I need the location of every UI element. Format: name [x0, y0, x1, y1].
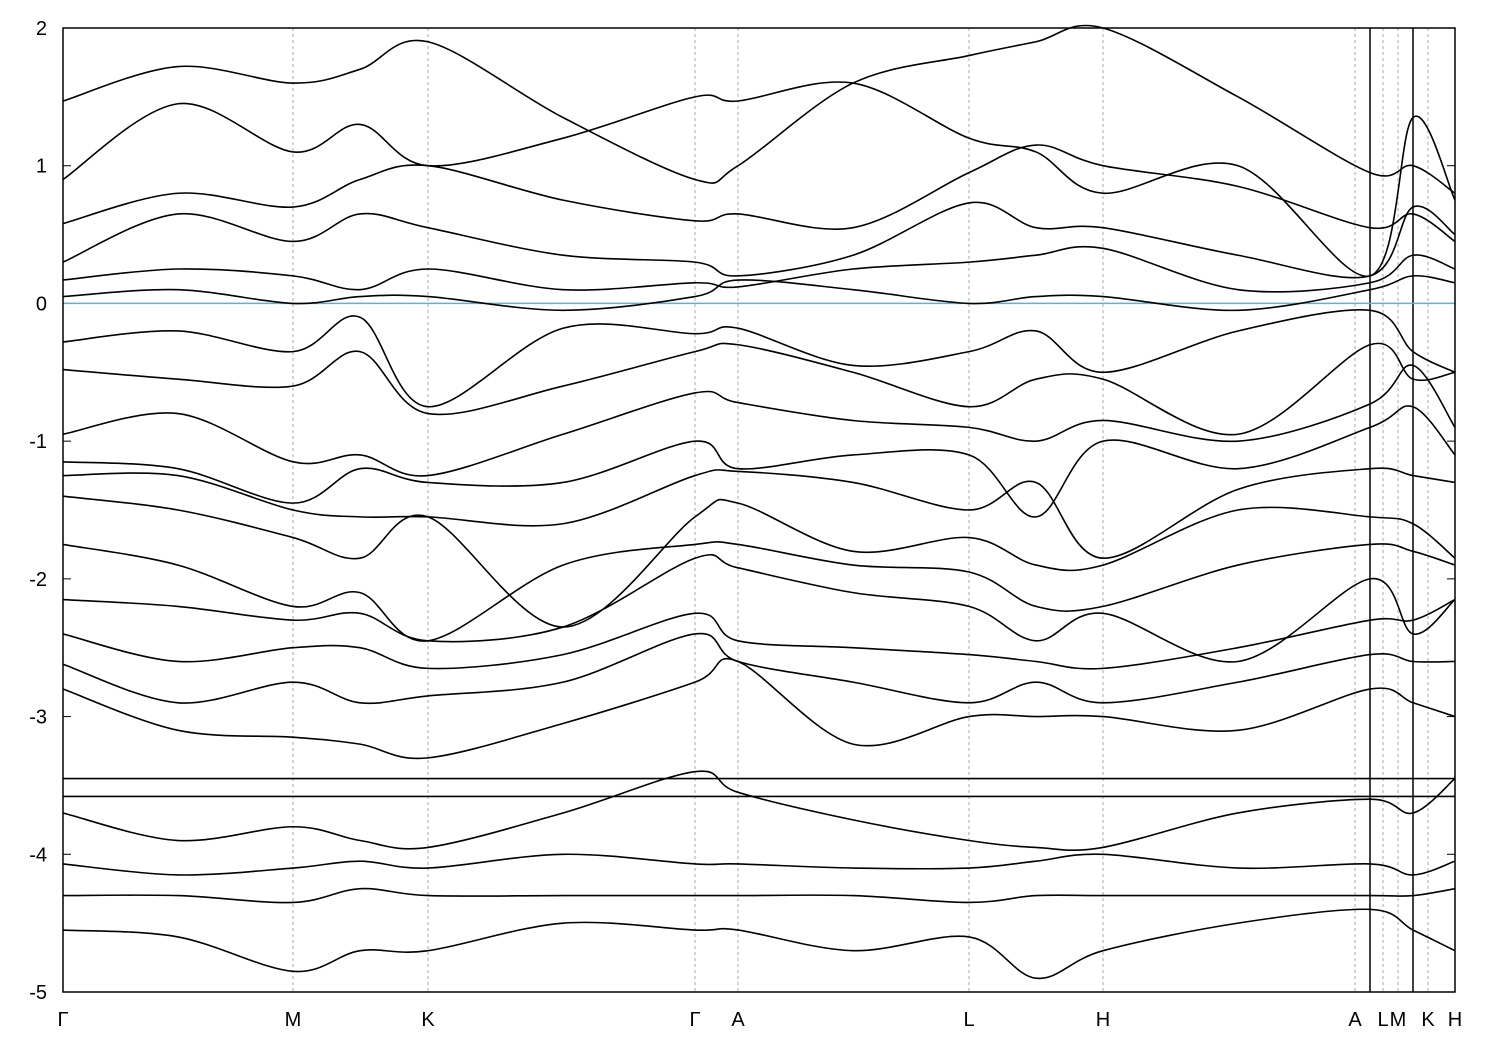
band [62, 632, 1456, 705]
x-tick-label: H [1096, 1009, 1110, 1031]
band [62, 24, 1456, 194]
band [62, 887, 1456, 904]
y-tick-label: -4 [29, 844, 47, 866]
band [62, 495, 1456, 628]
x-tick-label: L [1377, 1009, 1388, 1031]
band [62, 309, 1456, 408]
x-tick-label: A [1348, 1009, 1362, 1031]
band [62, 342, 1456, 436]
band [62, 405, 1456, 518]
y-tick-label: 2 [36, 18, 47, 40]
x-tick-label: K [1421, 1009, 1435, 1031]
y-tick-label: -5 [29, 982, 47, 1004]
band [62, 275, 1456, 312]
band [62, 553, 1456, 663]
band [62, 770, 1456, 852]
y-tick-label: -2 [29, 569, 47, 591]
band [62, 598, 1456, 670]
x-tick-label: Γ [57, 1009, 68, 1031]
band [62, 908, 1456, 980]
y-tick-label: -1 [29, 431, 47, 453]
y-tick-label: 0 [36, 293, 47, 315]
band [62, 657, 1456, 760]
band [62, 364, 1456, 477]
band [62, 853, 1456, 876]
y-tick-label: 1 [36, 156, 47, 178]
x-tick-label: M [285, 1009, 302, 1031]
band [62, 541, 1456, 642]
x-tick-label: L [963, 1009, 974, 1031]
band [62, 467, 1456, 560]
plot-frame [62, 27, 1456, 993]
band [62, 81, 1456, 277]
x-tick-label: K [421, 1009, 435, 1031]
x-tick-label: H [1448, 1009, 1462, 1031]
x-tick-label: Γ [689, 1009, 700, 1031]
band [62, 144, 1456, 243]
band [62, 201, 1456, 279]
band [62, 245, 1456, 293]
plot-area [63, 28, 1455, 992]
x-tick-label: M [1390, 1009, 1407, 1031]
y-tick-label: -3 [29, 707, 47, 729]
x-tick-label: A [731, 1009, 745, 1031]
